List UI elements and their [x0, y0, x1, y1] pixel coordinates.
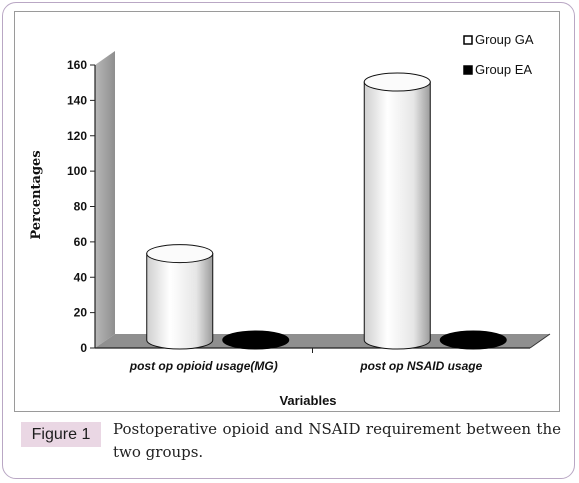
y-tick-label: 140 — [67, 93, 87, 107]
legend-label-group-ea: Group EA — [475, 62, 532, 77]
y-tick-label: 120 — [67, 129, 87, 143]
x-tick-label: post op opioid usage(MG) — [129, 359, 278, 373]
y-tick-label: 40 — [74, 270, 88, 284]
figure-caption-text: Postoperative opioid and NSAID requireme… — [113, 420, 561, 461]
y-axis-title: Percentages — [29, 150, 44, 239]
bar-group-ga-body — [363, 81, 431, 350]
bar-group-ea — [222, 330, 290, 350]
bar-group-ga-top — [146, 244, 214, 264]
bar-group-ga-body — [146, 253, 214, 350]
x-axis-title: Variables — [279, 393, 336, 408]
y-tick-label: 80 — [74, 200, 88, 214]
chart-svg: 0 20 40 60 80 100 120 140 160 post op opioid usa… — [29, 32, 551, 408]
legend-swatch-group-ea — [463, 65, 473, 75]
x-tick-label: post op NSAID usage — [359, 359, 482, 373]
y-tick-label: 20 — [74, 306, 88, 320]
axes: 0 20 40 60 80 100 120 140 160 — [67, 58, 530, 355]
bars — [146, 72, 507, 350]
y-tick-label: 60 — [74, 235, 88, 249]
y-tick-label: 160 — [67, 58, 87, 72]
legend-label-group-ga: Group GA — [475, 32, 534, 47]
legend-swatch-group-ga — [463, 35, 473, 45]
legend: Group GA Group EA — [463, 32, 534, 77]
bar-group-ea — [439, 330, 507, 350]
y-tick-label: 100 — [67, 164, 87, 178]
floor-edge — [529, 333, 551, 349]
y-tick-label: 0 — [80, 341, 87, 355]
labels: post op opioid usage(MG) post op NSAID us… — [29, 150, 483, 408]
bar-group-ga-top — [363, 72, 431, 92]
figure-label: Figure 1 — [21, 422, 101, 447]
back-wall — [95, 51, 115, 348]
